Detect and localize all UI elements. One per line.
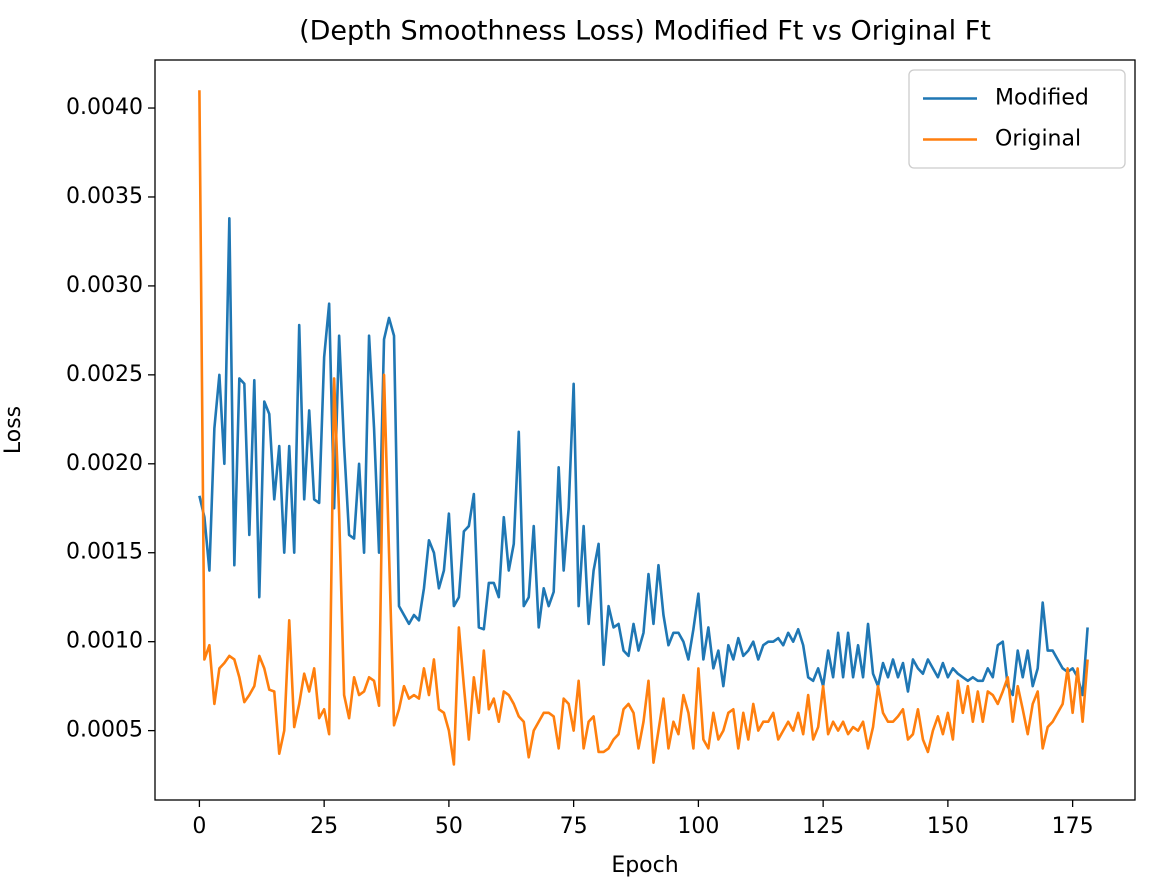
line-series [198, 217, 1089, 697]
y-tick-label: 0.0040 [66, 95, 143, 120]
x-axis-label: Epoch [611, 853, 678, 878]
legend-label: Original [995, 127, 1081, 152]
y-tick-label: 0.0010 [66, 629, 143, 654]
y-tick-label: 0.0015 [66, 540, 143, 565]
x-tick-label: 25 [310, 814, 338, 839]
x-tick-label: 0 [192, 814, 206, 839]
legend-box [908, 69, 1126, 169]
x-tick-label: 150 [927, 814, 969, 839]
line-series [198, 90, 1089, 766]
y-tick-label: 0.0025 [66, 362, 143, 387]
x-tick-label: 125 [802, 814, 844, 839]
plot-frame [154, 59, 1136, 801]
legend-label: Modified [995, 86, 1089, 111]
y-tick-label: 0.0020 [66, 451, 143, 476]
x-tick-label: 100 [677, 814, 719, 839]
y-tick-label: 0.0035 [66, 184, 143, 209]
x-tick-label: 50 [435, 814, 463, 839]
y-tick-label: 0.0030 [66, 273, 143, 298]
x-tick-label: 75 [560, 814, 588, 839]
chart-title: (Depth Smoothness Loss) Modified Ft vs O… [299, 16, 991, 47]
legend: Modified Original [908, 69, 1126, 169]
x-tick-label: 175 [1052, 814, 1094, 839]
y-tick-label: 0.0005 [66, 718, 143, 743]
y-axis-label: Loss [1, 406, 26, 454]
